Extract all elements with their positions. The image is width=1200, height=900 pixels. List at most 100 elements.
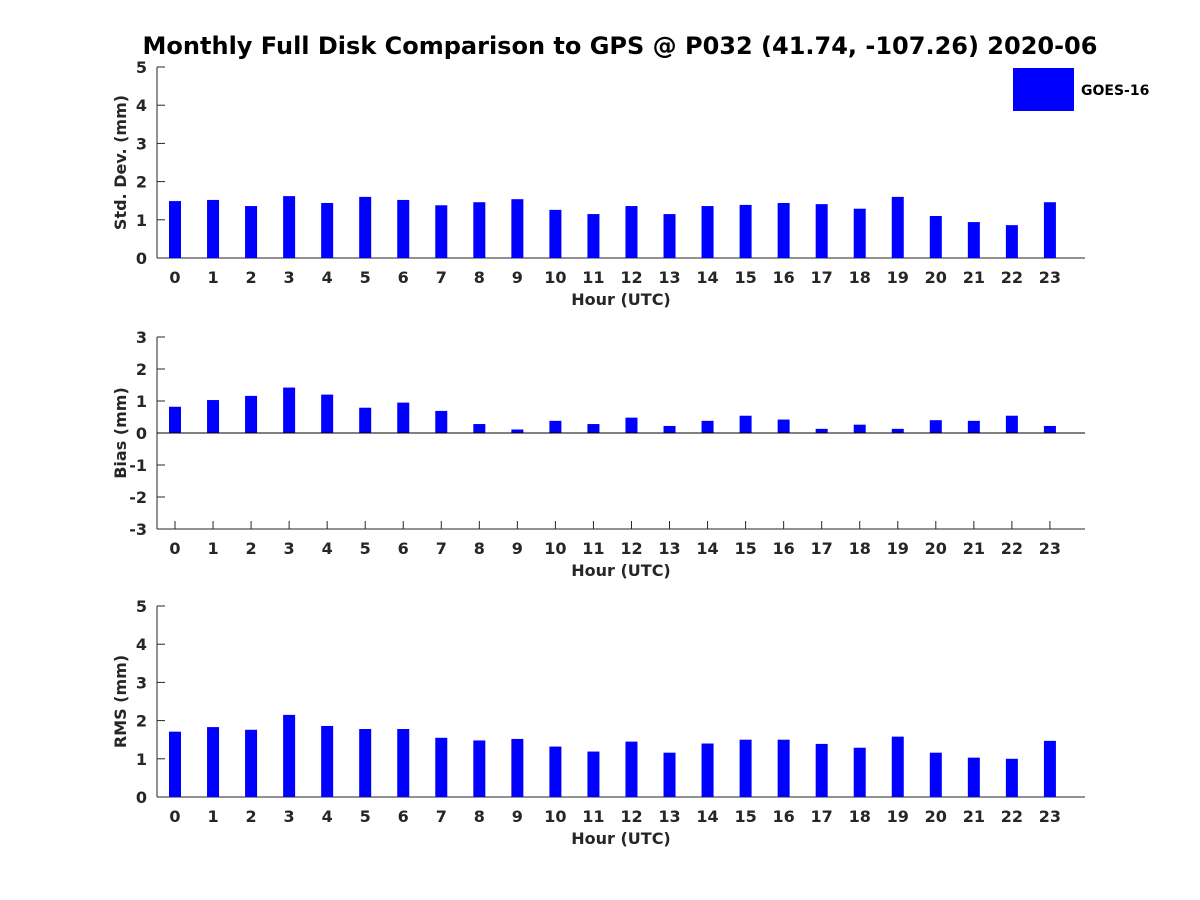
bar <box>473 740 486 797</box>
x-tick-label: 17 <box>811 539 833 558</box>
bar <box>701 206 714 258</box>
x-tick-label: 13 <box>658 807 680 826</box>
x-tick-label: 21 <box>963 268 985 287</box>
y-axis-label: Std. Dev. (mm) <box>111 95 130 230</box>
x-tick-label: 6 <box>398 807 409 826</box>
x-tick-label: 13 <box>658 268 680 287</box>
bar <box>929 215 942 258</box>
x-tick-label: 18 <box>849 807 871 826</box>
bar <box>359 196 372 258</box>
x-tick-label: 16 <box>773 268 795 287</box>
y-tick-label: 2 <box>136 712 147 731</box>
bar <box>853 747 866 797</box>
x-tick-label: 15 <box>734 807 756 826</box>
bar <box>777 202 790 258</box>
bar <box>207 199 220 258</box>
bar <box>435 737 448 797</box>
x-tick-label: 19 <box>887 268 909 287</box>
bar <box>283 196 296 258</box>
x-tick-label: 2 <box>246 268 257 287</box>
bar <box>929 752 942 797</box>
x-tick-label: 14 <box>696 807 718 826</box>
x-tick-label: 5 <box>360 539 371 558</box>
bar <box>625 206 638 258</box>
bar <box>245 206 258 258</box>
bar <box>587 424 600 433</box>
bar <box>663 214 676 258</box>
bar <box>777 739 790 797</box>
bar <box>1043 425 1056 433</box>
x-tick-label: 18 <box>849 539 871 558</box>
bar <box>169 731 181 797</box>
bar <box>473 424 486 433</box>
x-axis-label: Hour (UTC) <box>571 561 671 580</box>
x-tick-label: 20 <box>925 268 947 287</box>
legend: GOES-16 <box>1013 68 1149 111</box>
x-tick-label: 19 <box>887 539 909 558</box>
bar <box>549 746 562 797</box>
x-tick-label: 1 <box>207 807 218 826</box>
y-tick-label: 1 <box>136 392 147 411</box>
x-tick-label: 18 <box>849 268 871 287</box>
bar <box>169 201 181 258</box>
bar <box>359 407 372 433</box>
x-tick-label: 3 <box>284 539 295 558</box>
x-tick-label: 7 <box>436 268 447 287</box>
chart-title: Monthly Full Disk Comparison to GPS @ P0… <box>143 32 1098 60</box>
y-tick-label: -2 <box>129 488 147 507</box>
bar <box>739 739 752 797</box>
bar <box>1043 202 1056 258</box>
x-tick-label: 8 <box>474 807 485 826</box>
y-tick-label: 0 <box>136 424 147 443</box>
x-tick-label: 5 <box>360 807 371 826</box>
x-tick-label: 12 <box>620 268 642 287</box>
bar <box>283 387 296 433</box>
bar <box>929 420 942 433</box>
bar <box>663 752 676 797</box>
y-tick-label: 4 <box>136 635 147 654</box>
bar <box>625 417 638 433</box>
x-tick-label: 10 <box>544 539 566 558</box>
x-tick-label: 15 <box>734 539 756 558</box>
bar <box>321 394 334 433</box>
bar <box>435 205 448 258</box>
y-tick-label: 5 <box>136 597 147 616</box>
bar <box>169 406 181 433</box>
y-tick-label: 0 <box>136 788 147 807</box>
bar <box>1005 415 1018 433</box>
bar <box>397 729 410 797</box>
y-tick-label: 3 <box>136 673 147 692</box>
x-tick-label: 12 <box>620 539 642 558</box>
y-axis-label: Bias (mm) <box>111 387 130 479</box>
bar <box>511 429 524 433</box>
bar <box>397 199 410 258</box>
bar <box>549 420 562 433</box>
x-tick-label: 20 <box>925 539 947 558</box>
x-tick-label: 13 <box>658 539 680 558</box>
x-tick-label: 23 <box>1039 539 1061 558</box>
x-tick-label: 9 <box>512 539 523 558</box>
x-tick-label: 6 <box>398 539 409 558</box>
x-tick-label: 22 <box>1001 539 1023 558</box>
x-tick-label: 1 <box>207 539 218 558</box>
y-tick-label: 3 <box>136 134 147 153</box>
bar <box>549 209 562 258</box>
bar <box>777 419 790 433</box>
bar <box>1043 740 1056 797</box>
y-tick-label: 2 <box>136 360 147 379</box>
bar <box>245 395 258 433</box>
x-tick-label: 19 <box>887 807 909 826</box>
x-tick-label: 12 <box>620 807 642 826</box>
y-tick-label: 3 <box>136 328 147 347</box>
x-tick-label: 14 <box>696 539 718 558</box>
x-tick-label: 4 <box>322 539 333 558</box>
x-tick-label: 11 <box>582 807 604 826</box>
bar <box>511 738 524 797</box>
legend-label: GOES-16 <box>1081 83 1149 99</box>
bar <box>587 751 600 797</box>
x-tick-label: 3 <box>284 807 295 826</box>
